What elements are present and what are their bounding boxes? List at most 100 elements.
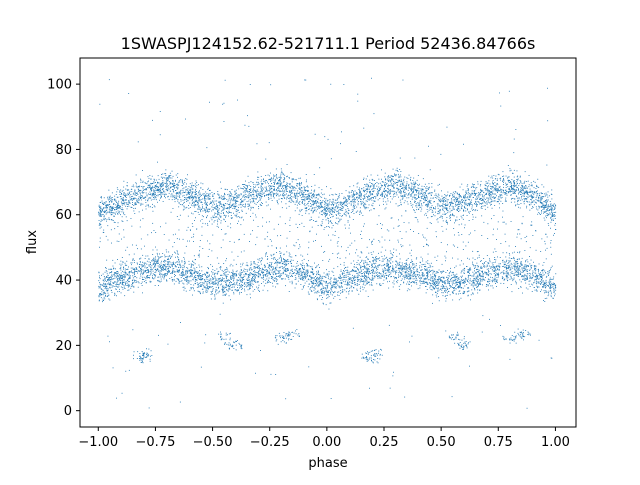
scatter-point — [269, 175, 270, 177]
scatter-point — [236, 215, 237, 217]
scatter-point — [352, 219, 354, 220]
scatter-point — [112, 212, 114, 214]
scatter-point — [330, 282, 332, 284]
scatter-point — [132, 275, 134, 277]
scatter-point — [453, 199, 455, 201]
scatter-point — [147, 187, 149, 188]
scatter-point — [291, 185, 293, 187]
scatter-point — [123, 186, 125, 188]
scatter-point — [216, 219, 218, 221]
scatter-point — [155, 269, 157, 271]
scatter-point — [195, 189, 197, 190]
scatter-point — [314, 202, 316, 204]
scatter-point — [320, 281, 322, 283]
scatter-point — [528, 266, 529, 267]
scatter-point — [318, 271, 319, 273]
scatter-point — [107, 204, 109, 206]
scatter-point — [101, 208, 103, 210]
scatter-point — [497, 198, 499, 200]
scatter-point — [304, 275, 306, 277]
scatter-point — [549, 213, 551, 215]
scatter-point — [255, 198, 257, 200]
scatter-point — [303, 199, 304, 201]
scatter-point — [160, 256, 162, 258]
scatter-point — [418, 190, 420, 192]
scatter-point — [190, 270, 192, 272]
scatter-point — [281, 170, 283, 172]
scatter-point — [429, 186, 430, 188]
scatter-point — [289, 187, 291, 189]
scatter-point — [366, 188, 368, 190]
scatter-point — [550, 281, 552, 283]
scatter-point — [412, 206, 413, 208]
scatter-point — [125, 205, 127, 207]
scatter-point — [321, 202, 323, 204]
scatter-point — [253, 266, 255, 267]
scatter-point — [476, 206, 478, 207]
scatter-point — [369, 281, 370, 283]
scatter-point — [460, 207, 462, 209]
scatter-point — [429, 207, 431, 209]
scatter-point — [100, 226, 102, 228]
scatter-point — [254, 202, 256, 204]
scatter-point — [253, 194, 255, 196]
scatter-point — [359, 190, 361, 192]
scatter-point — [382, 198, 384, 200]
scatter-point — [190, 196, 192, 198]
data-points — [98, 77, 557, 409]
scatter-point — [387, 186, 389, 187]
scatter-point — [305, 207, 306, 209]
scatter-point — [290, 198, 292, 200]
scatter-point — [100, 210, 102, 212]
scatter-point — [508, 191, 509, 193]
scatter-point — [343, 202, 345, 203]
scatter-point — [329, 194, 331, 196]
scatter-point — [293, 186, 295, 188]
scatter-point — [191, 193, 193, 195]
scatter-point — [447, 212, 449, 214]
scatter-point — [222, 209, 224, 211]
scatter-point — [324, 227, 326, 228]
scatter-point — [349, 216, 351, 218]
scatter-point — [463, 206, 465, 207]
scatter-point — [129, 195, 131, 197]
scatter-point — [337, 199, 338, 201]
scatter-point — [495, 186, 497, 188]
scatter-point — [262, 281, 264, 283]
scatter-point — [384, 182, 386, 183]
scatter-point — [433, 201, 435, 203]
scatter-point — [429, 201, 431, 203]
scatter-point — [249, 205, 251, 207]
scatter-point — [425, 191, 427, 192]
scatter-point — [363, 187, 365, 189]
scatter-point — [367, 207, 369, 209]
scatter-point — [400, 185, 402, 187]
scatter-point — [493, 196, 494, 198]
scatter-point — [312, 193, 313, 195]
scatter-point — [222, 206, 224, 208]
scatter-point — [543, 208, 545, 209]
scatter-point — [384, 196, 385, 198]
scatter-point — [127, 206, 128, 207]
scatter-point — [264, 181, 266, 183]
scatter-point — [170, 186, 172, 188]
scatter-point — [235, 289, 237, 291]
scatter-point — [456, 193, 458, 195]
scatter-point — [493, 183, 494, 184]
scatter-point — [457, 287, 459, 288]
scatter-point — [240, 198, 242, 200]
scatter-point — [295, 188, 297, 189]
scatter-point — [409, 194, 411, 196]
scatter-point — [391, 257, 393, 258]
scatter-point — [388, 261, 390, 263]
scatter-point — [406, 272, 408, 274]
scatter-point — [431, 211, 433, 213]
scatter-point — [490, 195, 492, 197]
scatter-point — [108, 294, 110, 296]
scatter-point — [547, 191, 549, 193]
scatter-point — [140, 189, 142, 191]
scatter-point — [209, 282, 210, 283]
scatter-point — [305, 194, 307, 195]
scatter-point — [197, 275, 199, 277]
scatter-point — [280, 175, 282, 177]
